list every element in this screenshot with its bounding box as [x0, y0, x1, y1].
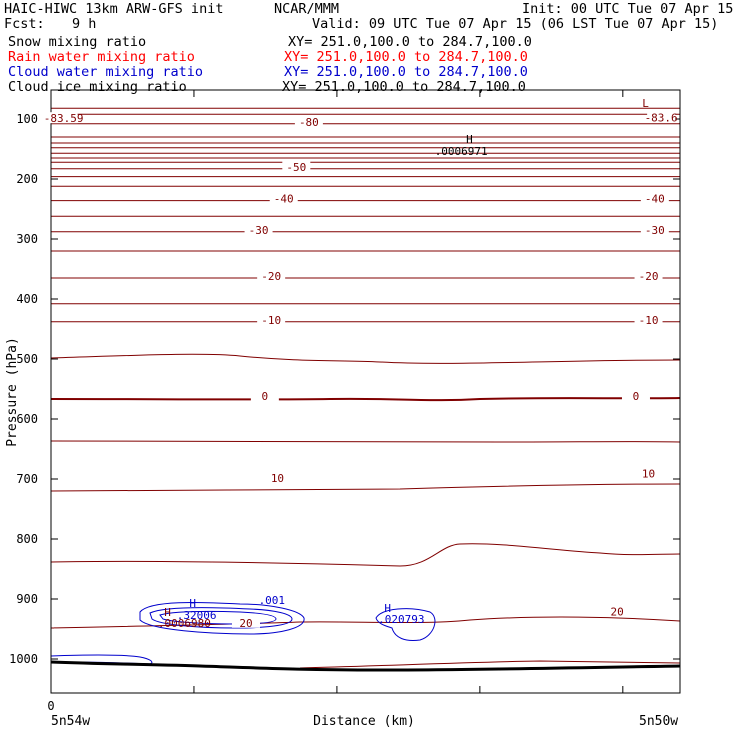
label-bg-1: [49, 112, 78, 124]
cloud-contour-outer: [139, 601, 305, 635]
x-axis-label: Distance (km): [313, 714, 415, 729]
extremum-label-2: .0006971: [435, 145, 488, 158]
contour-labels: -80 -83.59 -83.6 -50 -40 -40 -30 -30 -20 -20 -10 -1…: [44, 97, 678, 630]
field-xy-snow: XY= 251.0,100.0 to 284.7,100.0: [288, 34, 532, 50]
label-bg-10: [257, 313, 286, 325]
temperature-label-7: -30: [645, 224, 665, 237]
contour-line-10: [50, 483, 681, 492]
extremum-label-3: H: [189, 597, 196, 610]
field-name-snow: Snow mixing ratio: [8, 34, 147, 50]
cloud-contour-inner: [159, 610, 277, 625]
temperature-label-10: -10: [261, 314, 281, 327]
extremum-label-8: H: [384, 602, 391, 615]
temperature-label-15: 10: [642, 467, 655, 480]
contour-line-0: [50, 397, 681, 402]
label-bg-2: [647, 111, 676, 123]
field-name-cloud-water: Cloud water mixing ratio: [8, 64, 204, 80]
label-bg-0: [294, 115, 323, 127]
init-time: Init: 00 UTC Tue 07 Apr 15: [522, 1, 734, 17]
terrain-line: [50, 660, 681, 672]
y-tick-label-300: 300: [16, 232, 38, 246]
x-right-label: 5n50w: [639, 714, 678, 729]
label-bg-6: [244, 223, 273, 235]
field-xy-cloud-water: XY= 251.0,100.0 to 284.7,100.0: [284, 64, 528, 80]
label-bg-12: [250, 390, 279, 401]
label-bg-15: [634, 467, 663, 479]
cloud-contour-right: [375, 608, 436, 641]
cloud-water-contours: [50, 601, 436, 665]
temperature-label-17: 20: [610, 605, 623, 618]
y-tick-label-900: 900: [16, 592, 38, 606]
temperature-label-8: -20: [261, 270, 281, 283]
extremum-label-9: .020793: [378, 613, 424, 626]
temperature-label-2: -83.6: [645, 112, 678, 125]
field-xy-rain: XY= 251.0,100.0 to 284.7,100.0: [284, 49, 528, 65]
label-bg-5: [640, 192, 669, 204]
temperature-label-5: -40: [645, 193, 665, 206]
field-name-cloud-ice: Cloud ice mixing ratio: [8, 79, 187, 95]
label-bg-8: [257, 270, 286, 281]
contour-line-500: [50, 353, 681, 364]
forecast-hours: 9 h: [72, 16, 97, 32]
extremum-label-0: L: [642, 97, 649, 110]
temperature-label-4: -40: [274, 193, 294, 206]
y-tick-label-800: 800: [16, 532, 38, 546]
contour-line-20: [50, 616, 681, 629]
temperature-label-13: 0: [633, 390, 640, 403]
temperature-label-9: -20: [639, 270, 659, 283]
y-tick-label-700: 700: [16, 472, 38, 486]
temperature-label-16: 20: [239, 617, 252, 630]
label-bg-11: [634, 313, 663, 325]
temperature-label-11: -10: [639, 314, 659, 327]
label-bg-4: [269, 192, 298, 204]
x-left-label: 5n54w: [51, 714, 90, 729]
temperature-label-3: -50: [286, 161, 306, 174]
x-zero-label: 0: [47, 699, 54, 713]
y-tick-label-500: 500: [16, 352, 38, 366]
temperature-label-6: -30: [249, 224, 269, 237]
y-axis-label: Pressure (hPa): [5, 337, 20, 447]
label-bg-3: [282, 160, 311, 172]
forecast-label: Fcst:: [4, 16, 45, 32]
temperature-label-1: -83.59: [44, 112, 84, 125]
contour-line-800: [50, 543, 681, 567]
temperature-label-0: -80: [299, 116, 319, 129]
model-title: HAIC-HIWC 13km ARW-GFS init: [4, 1, 224, 17]
y-tick-label-1000: 1000: [9, 652, 38, 666]
extremum-label-4: .32006: [177, 609, 217, 622]
contour-line-600: [50, 440, 681, 443]
extremum-label-7: .0006980: [158, 617, 211, 630]
terrain-surface: [50, 660, 681, 672]
temperature-label-12: 0: [262, 390, 269, 403]
field-name-rain: Rain water mixing ratio: [8, 49, 195, 65]
extremum-label-5: .001: [259, 594, 286, 607]
y-tick-label-600: 600: [16, 412, 38, 426]
plot-frame: [50, 89, 681, 694]
label-bg-13: [621, 390, 650, 401]
temperature-label-14: 10: [271, 472, 284, 485]
label-bg-16: [231, 616, 260, 628]
contour-line-1000: [299, 660, 681, 669]
y-tick-label-400: 400: [16, 292, 38, 306]
extremum-label-1: H: [466, 133, 473, 146]
extremum-label-6: H: [164, 606, 171, 619]
temperature-contours: [50, 107, 681, 669]
org-label: NCAR/MMM: [274, 1, 340, 17]
label-bg-7: [640, 223, 669, 235]
label-bg-17: [603, 605, 632, 617]
label-bg-14: [263, 472, 292, 484]
y-tick-label-100: 100: [16, 112, 38, 126]
cloud-contour-mid: [149, 607, 293, 629]
y-tick-label-200: 200: [16, 172, 38, 186]
label-bg-9: [634, 270, 663, 281]
valid-time: Valid: 09 UTC Tue 07 Apr 15 (06 LST Tue …: [312, 16, 719, 32]
